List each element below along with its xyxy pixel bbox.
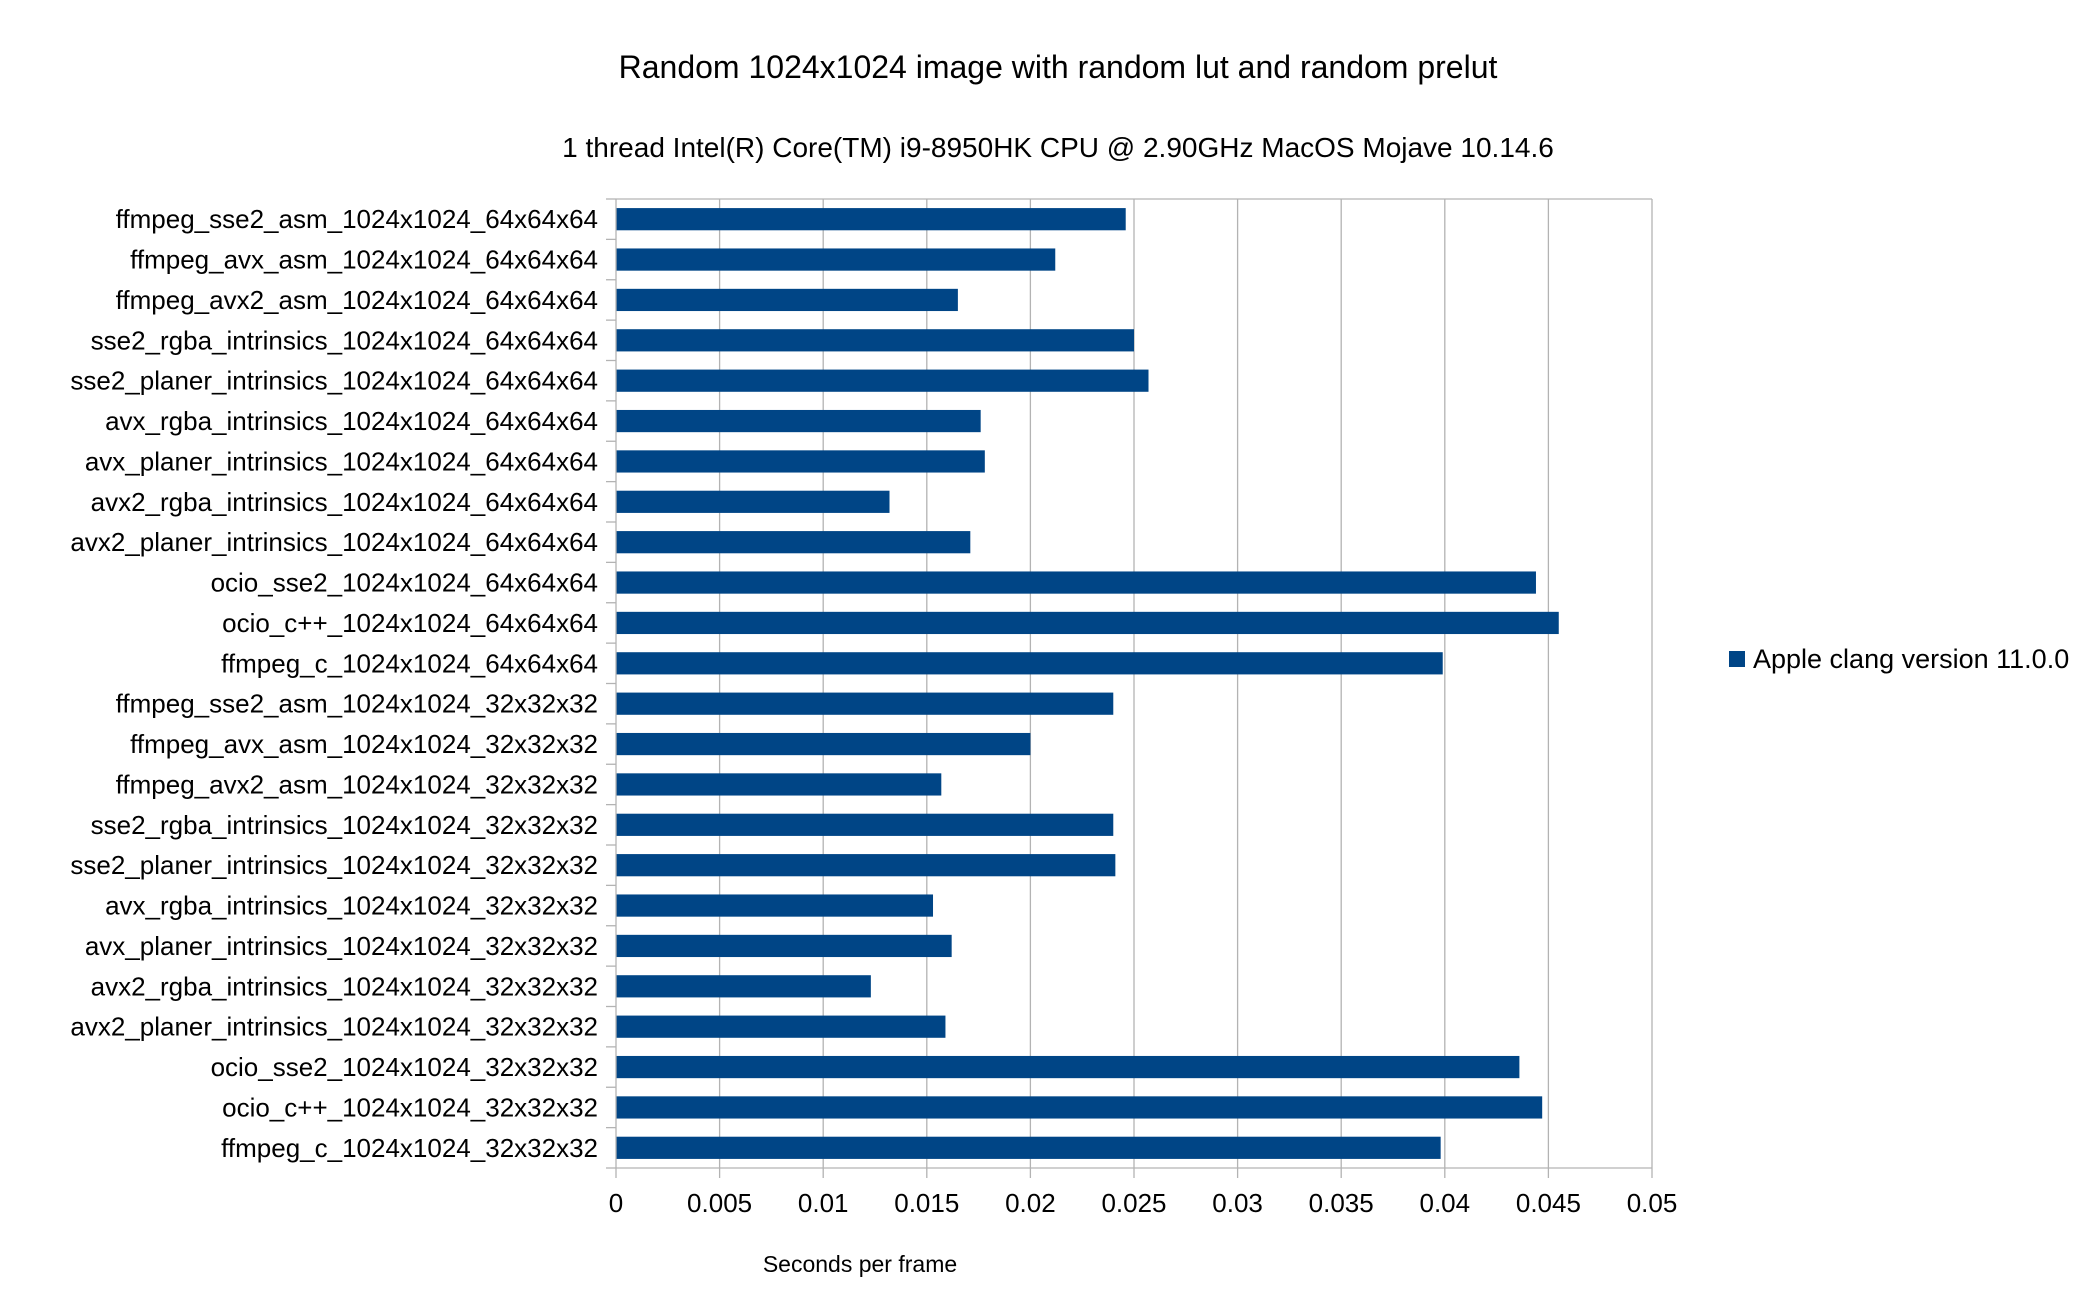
x-tick-label: 0.04 (1419, 1188, 1470, 1218)
category-label: avx2_planer_intrinsics_1024x1024_64x64x6… (70, 527, 598, 557)
category-label: avx_planer_intrinsics_1024x1024_32x32x32 (85, 931, 598, 961)
category-label: sse2_rgba_intrinsics_1024x1024_64x64x64 (91, 325, 598, 355)
bar (616, 248, 1056, 271)
bar (616, 813, 1114, 836)
legend-swatch (1729, 651, 1745, 667)
category-label: avx2_planer_intrinsics_1024x1024_32x32x3… (70, 1012, 598, 1042)
x-tick-label: 0.01 (798, 1188, 849, 1218)
chart-title: Random 1024x1024 image with random lut a… (619, 49, 1498, 85)
category-label: ocio_c++_1024x1024_64x64x64 (222, 608, 598, 638)
x-tick-label: 0.045 (1516, 1188, 1581, 1218)
category-label: ffmpeg_sse2_asm_1024x1024_64x64x64 (116, 204, 598, 234)
bar (616, 652, 1443, 675)
category-label: ffmpeg_avx_asm_1024x1024_32x32x32 (130, 729, 598, 759)
bar (616, 934, 952, 958)
bar (616, 288, 958, 312)
bar (616, 409, 981, 433)
x-tick-labels: 0 0.005 0.01 0.015 0.02 0.025 0.03 0.035 0.04 0.0… (609, 1188, 1678, 1218)
legend-label: Apple clang version 11.0.0 (1753, 644, 2069, 674)
category-label: ocio_sse2_1024x1024_64x64x64 (211, 568, 598, 598)
category-label: sse2_planer_intrinsics_1024x1024_64x64x6… (70, 366, 598, 396)
bar (616, 732, 1031, 756)
x-tick-label: 0.025 (1101, 1188, 1166, 1218)
bar (616, 894, 934, 917)
bar (616, 490, 890, 513)
bar (616, 208, 1126, 231)
bar (616, 773, 942, 796)
x-tick-label: 0.035 (1309, 1188, 1374, 1218)
plot-area (606, 198, 1653, 1178)
bar (616, 975, 871, 998)
x-tick-label: 0.05 (1627, 1188, 1678, 1218)
category-label: avx_planer_intrinsics_1024x1024_64x64x64 (85, 446, 598, 476)
axis-lines (606, 198, 1653, 1178)
bar (616, 571, 1536, 594)
bar (616, 329, 1134, 352)
x-tick-label: 0 (609, 1188, 623, 1218)
category-label: sse2_planer_intrinsics_1024x1024_32x32x3… (70, 850, 598, 880)
category-label: avx_rgba_intrinsics_1024x1024_64x64x64 (105, 406, 598, 436)
category-label: avx_rgba_intrinsics_1024x1024_32x32x32 (105, 891, 598, 921)
category-labels: ffmpeg_sse2_asm_1024x1024_64x64x64ffmpeg… (70, 204, 598, 1163)
category-label: sse2_rgba_intrinsics_1024x1024_32x32x32 (91, 810, 598, 840)
legend: Apple clang version 11.0.0 (1729, 644, 2069, 674)
chart-subtitle: 1 thread Intel(R) Core(TM) i9-8950HK CPU… (562, 132, 1554, 163)
category-label: ocio_c++_1024x1024_32x32x32 (222, 1092, 598, 1122)
bar (616, 1096, 1543, 1119)
bar (616, 531, 971, 554)
category-label: ffmpeg_avx2_asm_1024x1024_64x64x64 (116, 285, 598, 315)
category-label: ocio_sse2_1024x1024_32x32x32 (211, 1052, 598, 1082)
bar (616, 1015, 946, 1038)
bar (616, 1055, 1520, 1079)
bar (616, 1136, 1441, 1159)
x-axis-title: Seconds per frame (763, 1251, 957, 1277)
bar (616, 450, 985, 473)
category-label: avx2_rgba_intrinsics_1024x1024_64x64x64 (91, 487, 598, 517)
category-label: ffmpeg_c_1024x1024_32x32x32 (221, 1133, 598, 1163)
category-label: ffmpeg_c_1024x1024_64x64x64 (221, 648, 598, 678)
x-tick-label: 0.015 (894, 1188, 959, 1218)
bars (616, 208, 1559, 1159)
category-label: ffmpeg_avx2_asm_1024x1024_32x32x32 (116, 769, 598, 799)
x-tick-label: 0.005 (687, 1188, 752, 1218)
gridlines (616, 198, 1653, 1168)
category-label: ffmpeg_avx_asm_1024x1024_64x64x64 (130, 245, 598, 275)
category-label: ffmpeg_sse2_asm_1024x1024_32x32x32 (116, 689, 598, 719)
x-tick-label: 0.03 (1212, 1188, 1263, 1218)
bar (616, 611, 1559, 635)
bar (616, 854, 1116, 877)
category-label: avx2_rgba_intrinsics_1024x1024_32x32x32 (91, 971, 598, 1001)
bar (616, 692, 1114, 715)
x-tick-label: 0.02 (1005, 1188, 1056, 1218)
bar (616, 369, 1149, 392)
